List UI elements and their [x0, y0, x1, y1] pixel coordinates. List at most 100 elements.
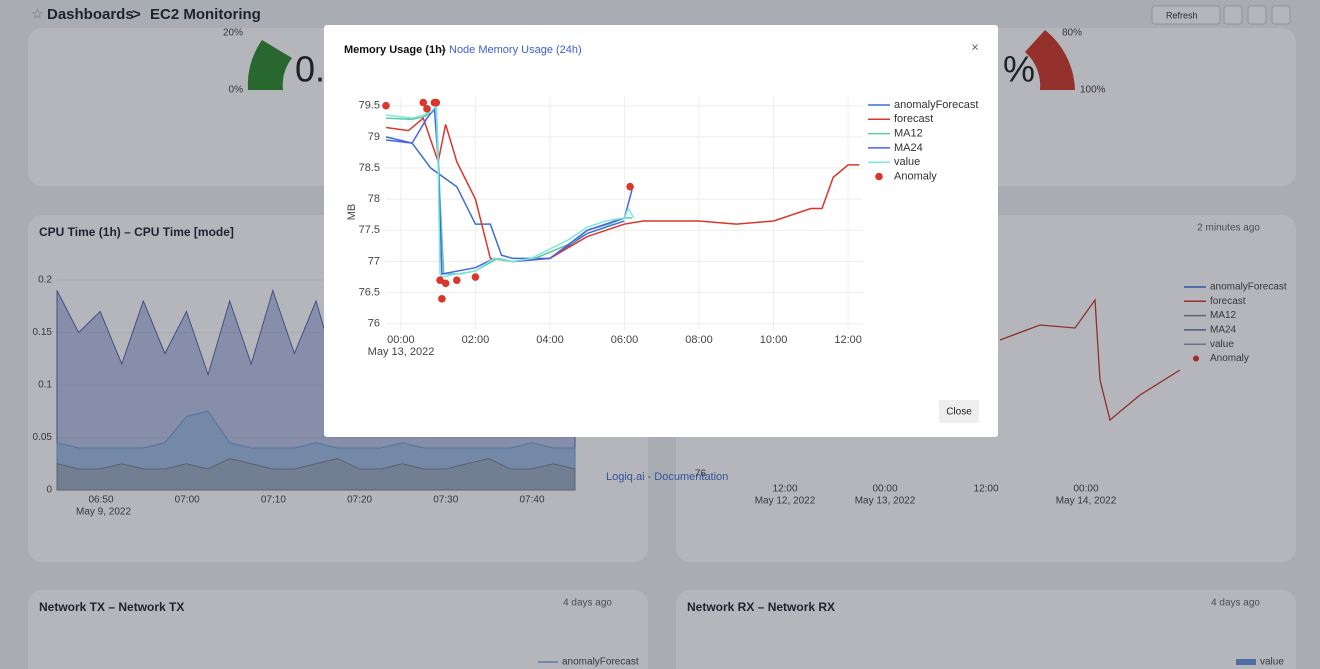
anomaly-point: [626, 182, 634, 191]
close-button[interactable]: [939, 400, 979, 423]
x-tick-label: 12:00: [834, 334, 862, 346]
x-tick-label: 12:00: [772, 484, 797, 495]
x-tick-label: 10:00: [760, 334, 788, 346]
series-line: [385, 106, 633, 275]
y-tick-label: 76: [695, 469, 707, 480]
modal-title: Memory Usage (1h): [344, 44, 446, 56]
breadcrumb-separator: >: [132, 6, 141, 23]
gauge-arc: [247, 40, 292, 90]
anomaly-point: [471, 273, 480, 281]
anomaly-point: [423, 105, 431, 113]
breadcrumb[interactable]: Dashboards: [47, 6, 134, 23]
y-tick-label: 78.5: [359, 162, 380, 174]
refresh-label: Refresh: [1166, 10, 1198, 20]
share-button[interactable]: [1247, 5, 1267, 25]
y-tick-label: 79: [368, 131, 380, 143]
network-tx-panel: [28, 590, 648, 669]
x-tick-label: 00:00: [872, 484, 897, 495]
legend-label: value: [1260, 657, 1284, 668]
x-tick-label: 07:20: [347, 495, 372, 506]
x-tick-label: 07:00: [175, 495, 200, 506]
x-sublabel: May 12, 2022: [755, 496, 816, 507]
legend-label: value: [894, 156, 920, 168]
x-tick-label: 06:50: [88, 495, 113, 506]
anomaly-point: [432, 98, 441, 107]
close-label: Close: [946, 407, 972, 418]
modal-link[interactable]: Node Memory Usage (24h): [449, 44, 582, 56]
legend-label: MA12: [894, 128, 923, 140]
area-layer: [56, 457, 576, 491]
gauge-arc: [1025, 30, 1075, 90]
y-tick-label: 77: [368, 255, 380, 267]
x-tick-label: 06:00: [611, 334, 639, 346]
legend-label: value: [1210, 339, 1234, 350]
legend-symbol: [875, 172, 883, 181]
modal: [324, 25, 998, 437]
gauge-value: 0.: [295, 49, 325, 90]
gauge-label: 100%: [1080, 85, 1106, 96]
y-tick-label: 0: [46, 485, 52, 496]
x-tick-label: 12:00: [973, 484, 998, 495]
legend-swatch: [1236, 659, 1256, 665]
y-axis-label: MB: [346, 204, 358, 221]
network-rx-panel: [676, 590, 1296, 669]
legend-label: Anomaly: [1210, 353, 1249, 364]
y-tick-label: 77.5: [359, 224, 380, 236]
y-tick-label: 0.05: [33, 432, 53, 443]
y-tick-label: 76.5: [359, 287, 380, 299]
x-tick-label: 07:30: [433, 495, 458, 506]
x-sublabel: May 13, 2022: [368, 346, 435, 358]
x-tick-label: 07:10: [261, 495, 286, 506]
x-sublabel: May 9, 2022: [76, 507, 131, 518]
y-tick-label: 79.5: [359, 100, 380, 112]
x-tick-label: 04:00: [536, 334, 564, 346]
y-tick-label: 0.1: [38, 380, 52, 391]
panel-title: CPU Time (1h) – CPU Time [mode]: [39, 225, 234, 239]
legend-label: anomalyForecast: [1210, 282, 1287, 293]
x-tick-label: 00:00: [1073, 484, 1098, 495]
gauge-value: %: [1003, 49, 1035, 90]
modal-separator: –: [440, 44, 447, 56]
y-tick-label: 78: [368, 193, 380, 205]
close-icon[interactable]: ×: [971, 39, 979, 54]
y-tick-label: 76: [368, 318, 380, 330]
legend-symbol: [1193, 355, 1199, 362]
x-tick-label: 00:00: [387, 334, 415, 346]
legend-label: MA12: [1210, 310, 1237, 321]
legend-label: MA24: [894, 142, 923, 154]
x-tick-label: 07:40: [519, 495, 544, 506]
updated-time: 2 minutes ago: [1197, 223, 1260, 234]
panel-title: Network RX – Network RX: [687, 600, 835, 614]
legend-label: Anomaly: [894, 170, 937, 182]
anomaly-point: [436, 276, 444, 284]
series-line: [385, 116, 860, 263]
refresh-button[interactable]: [1151, 5, 1221, 25]
anomaly-point: [382, 101, 390, 110]
y-tick-label: 0.15: [33, 327, 53, 338]
series-line: [385, 136, 625, 260]
y-tick-label: 0.2: [38, 275, 52, 286]
legend-label: anomalyForecast: [562, 657, 639, 668]
documentation-link[interactable]: Logiq.ai - Documentation: [606, 471, 728, 483]
updated-time: 4 days ago: [1211, 598, 1260, 609]
gauge-label: 80%: [1062, 28, 1082, 39]
panel-title: Network TX – Network TX: [39, 600, 184, 614]
legend-label: forecast: [1210, 296, 1246, 307]
gauge-label: 0%: [229, 85, 244, 96]
anomaly-point: [441, 279, 450, 288]
gauge-label: 20%: [223, 28, 243, 39]
decor-line: [999, 298, 1181, 422]
x-sublabel: May 13, 2022: [855, 496, 916, 507]
more-button[interactable]: [1271, 5, 1291, 25]
legend-label: anomalyForecast: [894, 99, 978, 111]
x-tick-label: 08:00: [685, 334, 713, 346]
anomaly-point: [419, 98, 428, 107]
fullscreen-button[interactable]: [1223, 5, 1243, 25]
breadcrumb: EC2 Monitoring: [150, 6, 261, 23]
x-tick-label: 02:00: [462, 334, 490, 346]
anomaly-point: [438, 295, 446, 303]
x-sublabel: May 14, 2022: [1056, 496, 1117, 507]
legend-label: forecast: [894, 113, 933, 125]
star-icon[interactable]: ☆: [31, 6, 44, 22]
